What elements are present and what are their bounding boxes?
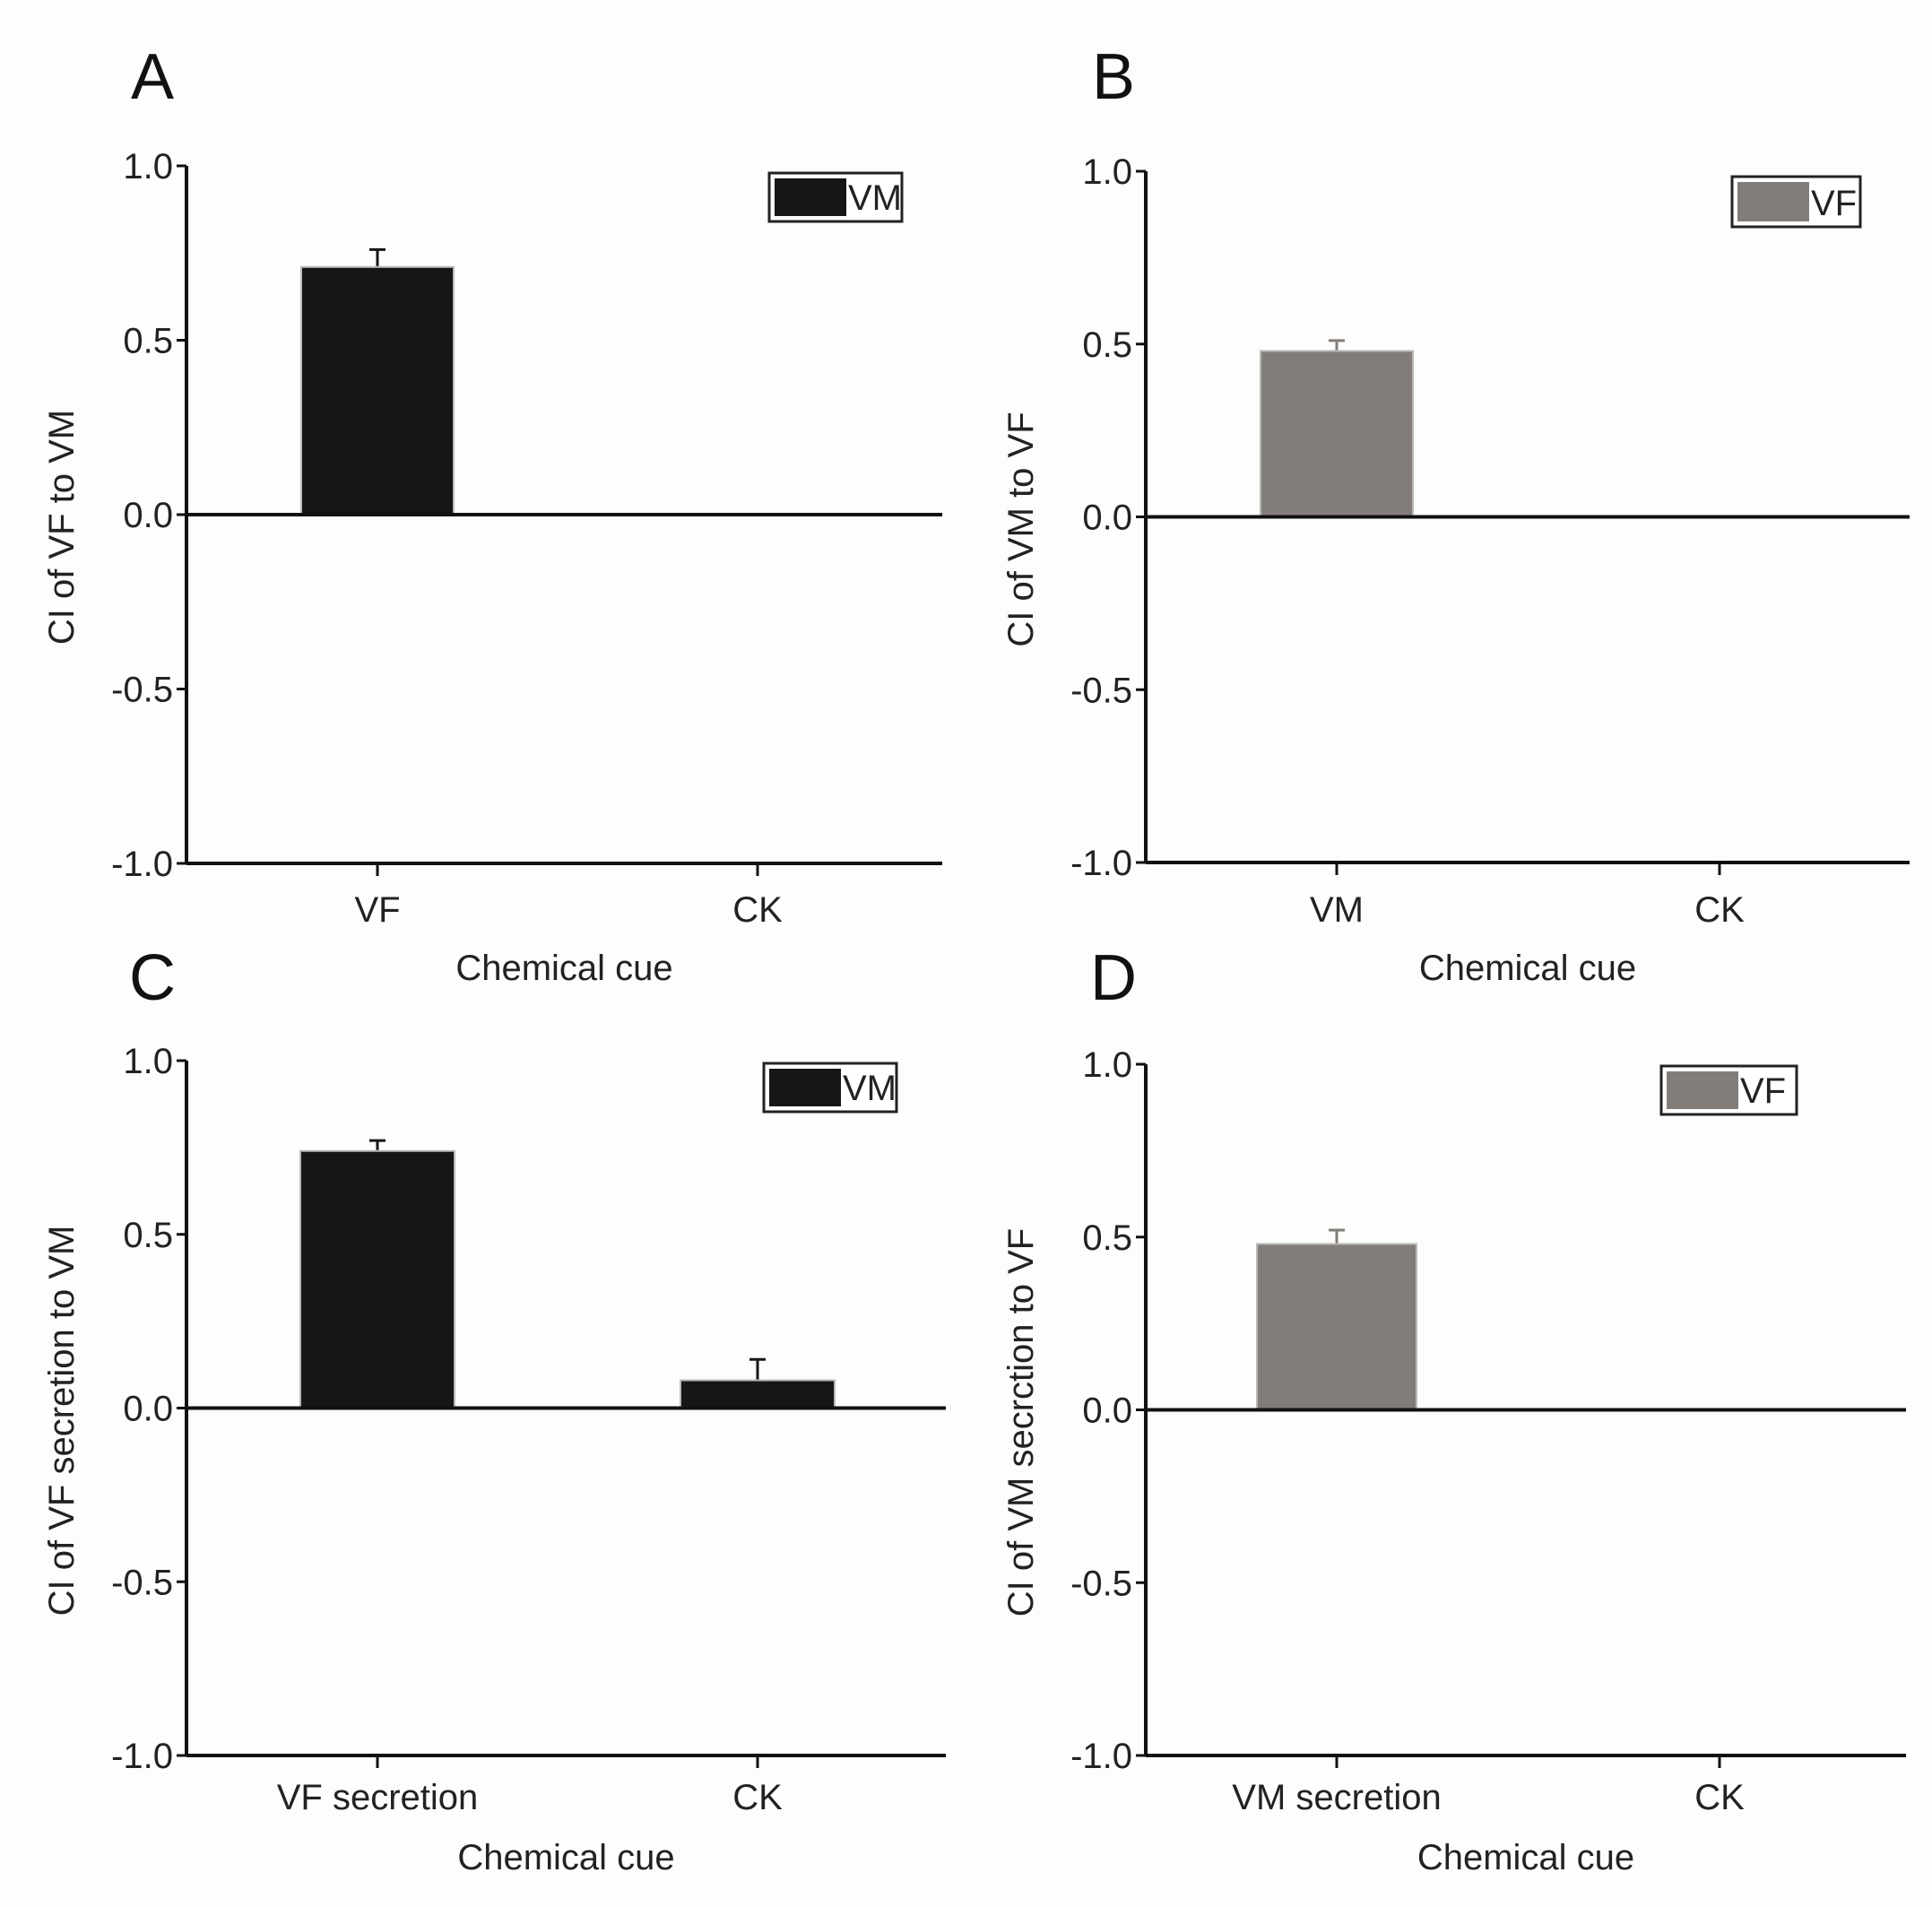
x-tick-label: VM (1310, 890, 1364, 930)
x-tick-label: CK (1694, 890, 1745, 930)
legend-label: VM (843, 1069, 897, 1108)
y-tick-label: 0.0 (123, 496, 173, 535)
x-axis-label: Chemical cue (1419, 949, 1636, 988)
y-tick-label: 0.0 (123, 1390, 173, 1429)
chart-panel-a: A 1.0 0.5 0.0 -0.5 -1.0 VF CK Chemical cue CI of … (42, 41, 942, 988)
y-tick-label: -0.5 (1070, 671, 1132, 710)
panel-letter: B (1092, 41, 1135, 113)
y-tick-label: 0.5 (123, 322, 173, 361)
y-tick-label: 0.5 (123, 1216, 173, 1255)
bar-vf (300, 265, 455, 516)
bar-ck (680, 1379, 836, 1409)
legend: VM (767, 171, 904, 223)
legend-swatch (775, 178, 846, 216)
y-tick-label: -0.5 (1070, 1564, 1132, 1603)
legend: VM (762, 1062, 898, 1114)
legend-swatch (769, 1069, 841, 1106)
bar-vm-secretion (1256, 1243, 1417, 1411)
x-tick-label: VF (354, 890, 400, 930)
chart-panel-d: D 1.0 0.5 0.0 -0.5 -1.0 VM secretion CK Chemical… (1001, 942, 1906, 1877)
panel-letter: D (1090, 942, 1137, 1014)
legend-swatch (1667, 1071, 1738, 1109)
legend: VF (1730, 175, 1862, 229)
legend: VF (1659, 1064, 1798, 1116)
bar-vm (1260, 350, 1414, 518)
y-tick-label: -0.5 (111, 1563, 173, 1602)
chart-panel-c: C 1.0 0.5 0.0 -0.5 -1.0 VF secretion CK Chemical… (42, 942, 946, 1877)
chart-panel-b: B 1.0 0.5 0.0 -0.5 -1.0 VM CK Chemical cue CI of … (1001, 41, 1910, 988)
x-tick-label: CK (732, 1778, 783, 1817)
x-axis-label: Chemical cue (455, 949, 672, 988)
y-axis-label: CI of VF to VM (42, 410, 82, 645)
x-axis-label: Chemical cue (1417, 1838, 1634, 1877)
x-tick-label: CK (1694, 1778, 1745, 1817)
x-tick-label: VF secretion (277, 1778, 479, 1817)
x-tick-label: VM secretion (1232, 1778, 1441, 1817)
y-tick-label: -1.0 (111, 845, 173, 884)
panel-letter: A (131, 41, 174, 113)
x-tick-label: CK (732, 890, 783, 930)
y-tick-label: -1.0 (111, 1737, 173, 1776)
panel-letter: C (129, 942, 176, 1014)
y-tick-label: -0.5 (111, 671, 173, 710)
legend-label: VM (848, 178, 902, 218)
y-tick-label: 0.0 (1082, 1391, 1132, 1431)
legend-label: VF (1811, 184, 1857, 223)
legend-swatch (1737, 182, 1809, 221)
y-tick-label: 0.5 (1082, 325, 1132, 365)
y-tick-label: 1.0 (1082, 1045, 1132, 1085)
y-tick-label: -1.0 (1070, 1737, 1132, 1776)
y-axis-label: CI of VF secretion to VM (42, 1226, 82, 1617)
y-axis-label: CI of VM secrction to VF (1001, 1228, 1041, 1617)
y-tick-label: 1.0 (1082, 152, 1132, 192)
y-axis-label: CI of VM to VF (1001, 412, 1041, 646)
y-tick-label: 1.0 (123, 1042, 173, 1081)
x-axis-label: Chemical cue (457, 1838, 674, 1877)
y-tick-label: -1.0 (1070, 844, 1132, 883)
bar-vf-secretion (299, 1149, 455, 1409)
y-tick-label: 0.0 (1082, 498, 1132, 538)
y-tick-label: 0.5 (1082, 1218, 1132, 1258)
legend-label: VF (1740, 1071, 1786, 1111)
y-tick-label: 1.0 (123, 147, 173, 186)
